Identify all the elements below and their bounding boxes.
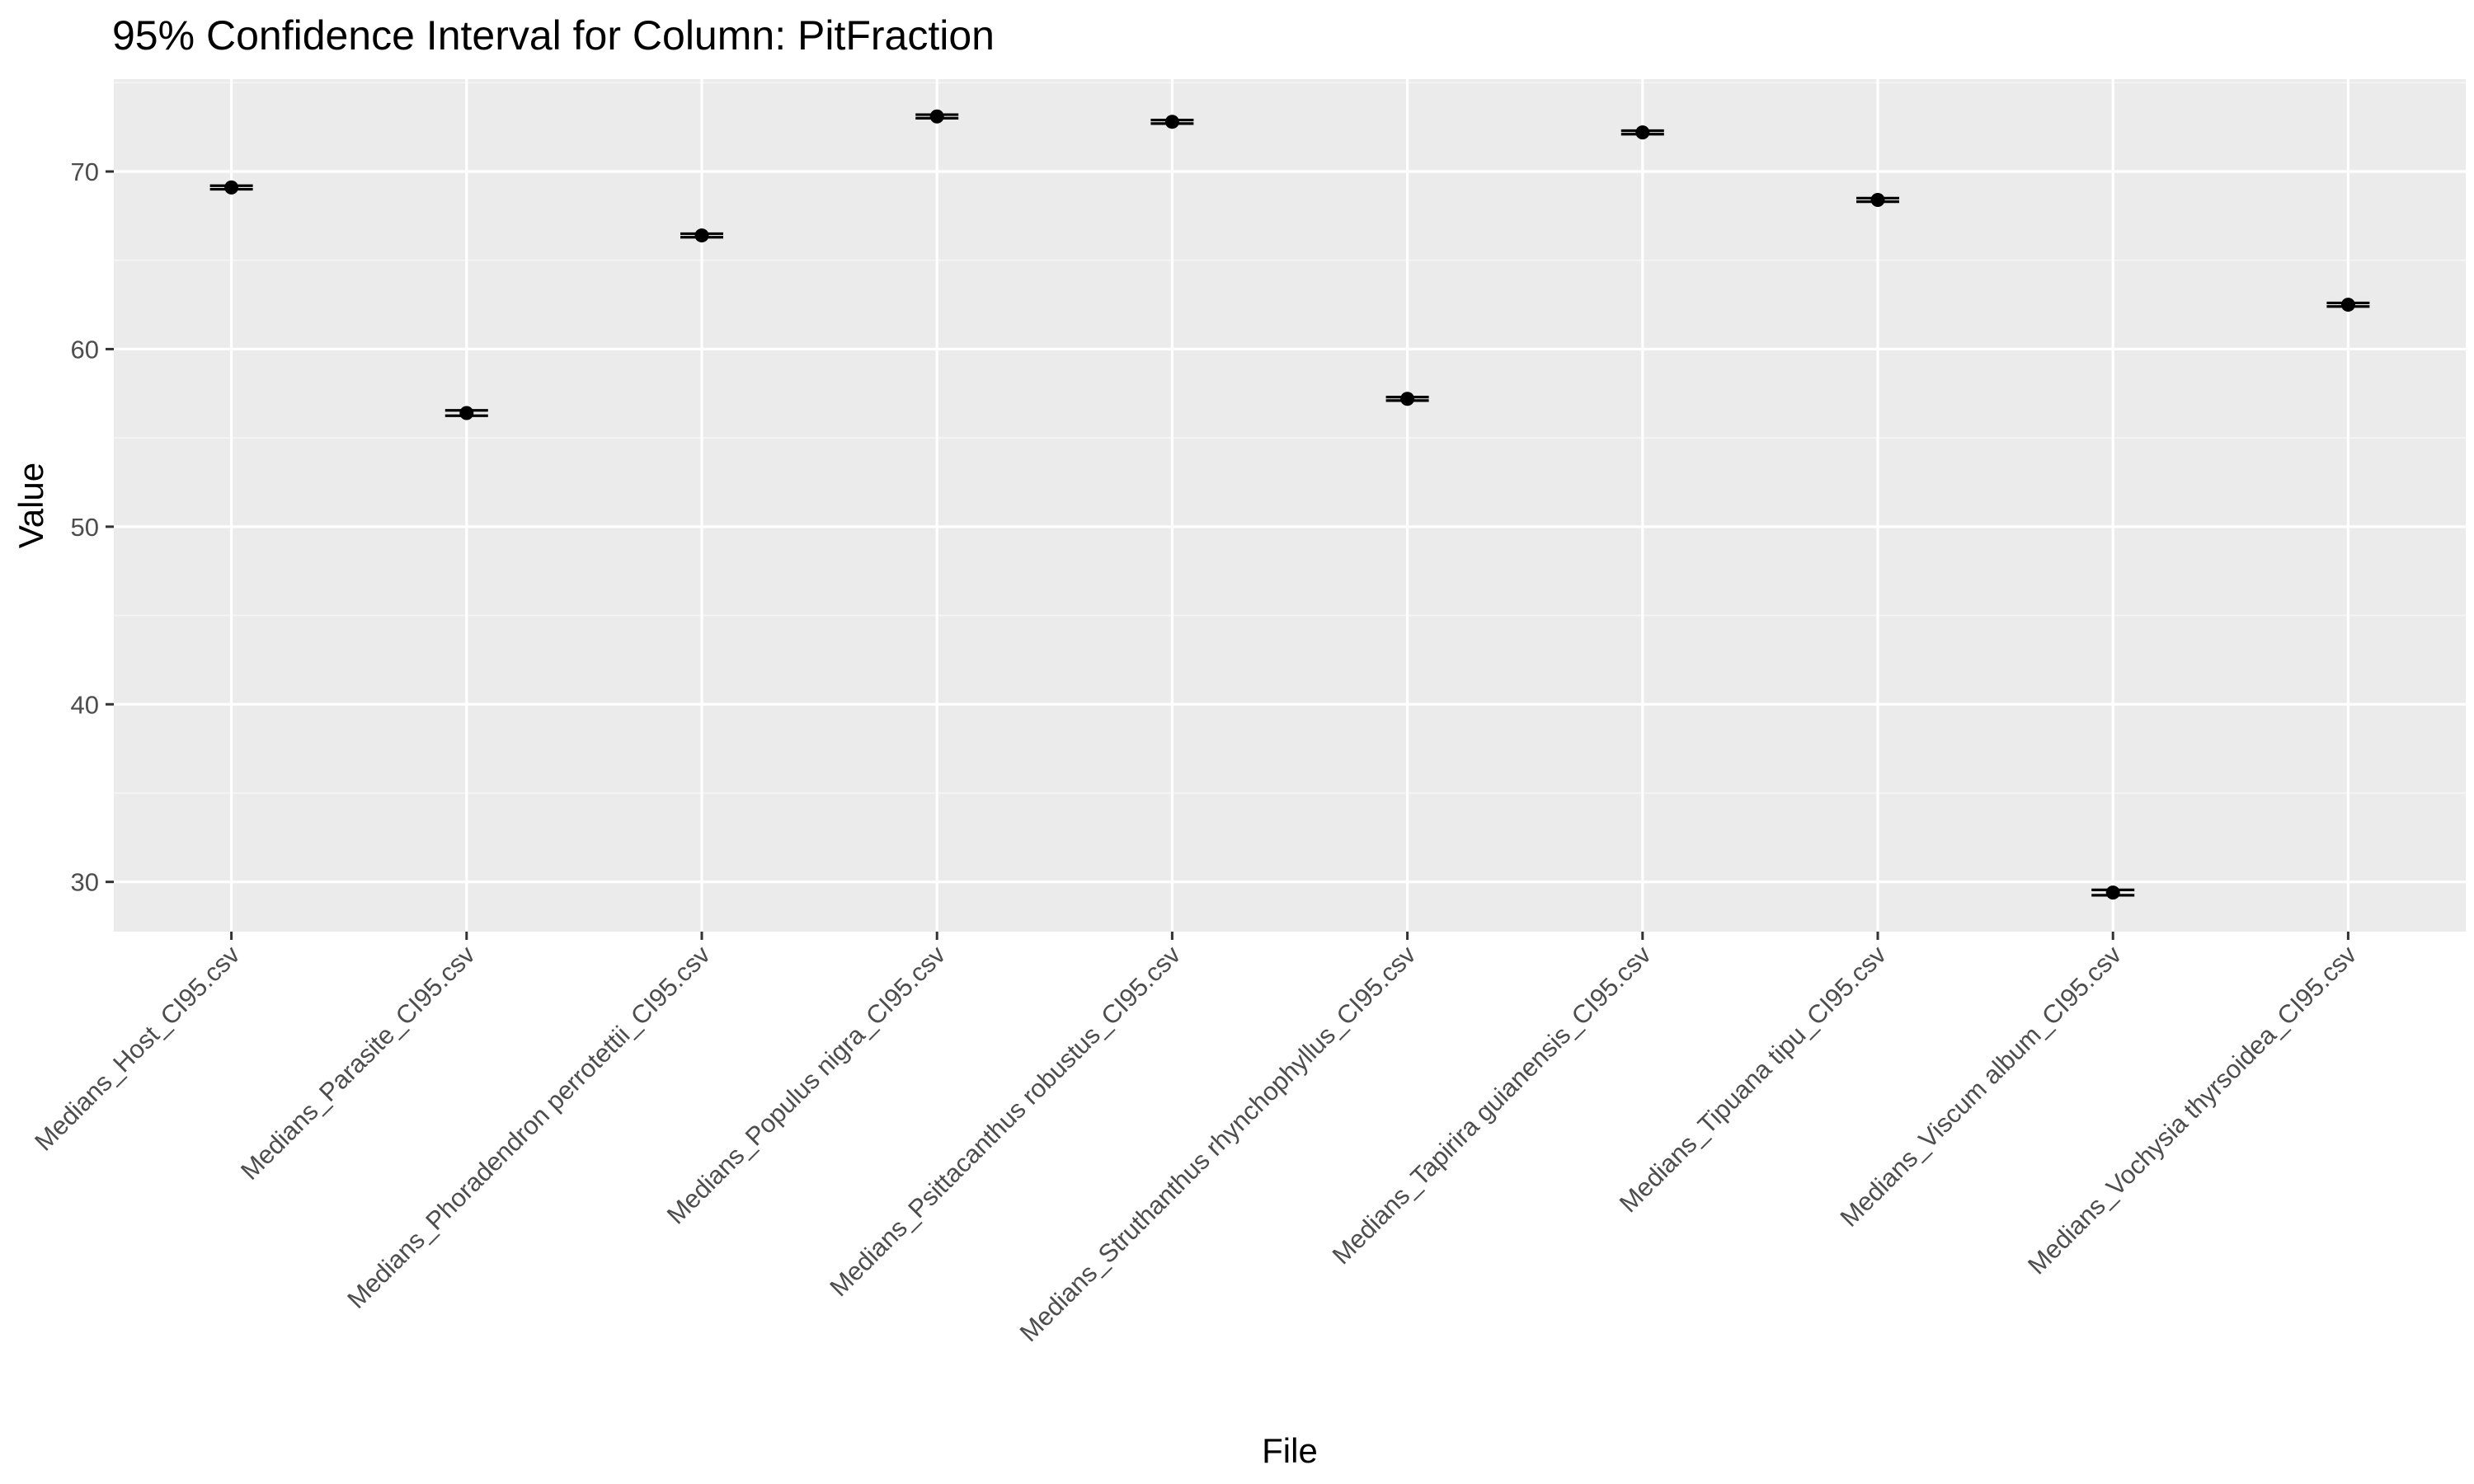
y-tick-label: 50	[71, 513, 99, 542]
chart-title: 95% Confidence Interval for Column: PitF…	[112, 12, 995, 59]
y-tick-label: 40	[71, 690, 99, 719]
data-point	[1400, 392, 1415, 406]
data-point	[224, 180, 239, 195]
data-point	[694, 228, 709, 243]
data-point	[1870, 192, 1885, 207]
y-axis-title: Value	[12, 463, 50, 548]
plot-panel	[114, 79, 2466, 932]
grid-lines	[114, 79, 2466, 932]
data-point	[2105, 885, 2120, 900]
y-tick-label: 30	[71, 868, 99, 897]
data-point	[1635, 125, 1650, 140]
y-tick-label: 70	[71, 157, 99, 186]
data-marks	[209, 109, 2370, 900]
x-axis-title: File	[1262, 1431, 1318, 1470]
y-tick-label: 60	[71, 335, 99, 364]
data-point	[2340, 298, 2355, 312]
data-point	[459, 406, 474, 420]
data-point	[1164, 115, 1179, 129]
data-point	[929, 109, 944, 124]
